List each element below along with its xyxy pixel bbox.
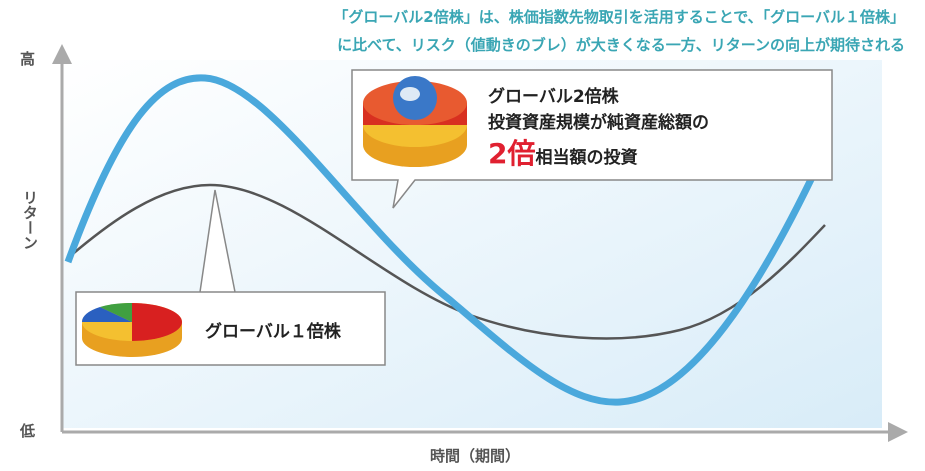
icon-2x [363, 76, 467, 167]
header-line: に比べて、リスク（値動きのブレ）が大きくなる一方、リターンの向上が期待される [337, 36, 905, 54]
curve-2x [64, 74, 829, 406]
callout-2x-box [351, 69, 833, 209]
callout-title: グローバル2倍株 [488, 87, 619, 107]
callout-text: 投資資産規模が純資産総額の [488, 113, 709, 133]
callout-title: グローバル１倍株 [205, 322, 341, 342]
y-high: 高 [20, 50, 36, 68]
y-arrow [52, 44, 72, 64]
y-low: 低 [20, 422, 36, 440]
x-label: 時間（期間） [430, 447, 521, 465]
y-label: リターン [21, 190, 39, 250]
callout-emphasis: 2倍 [488, 137, 536, 170]
callout-text-row: 2倍相当額の投資 [488, 132, 637, 172]
header-line: 「グローバル2倍株」は、株価指数先物取引を活用することで、「グローバル１倍株」 [333, 8, 905, 26]
icon-1x [81, 302, 182, 357]
x-arrow [888, 422, 908, 442]
callout-suffix: 相当額の投資 [535, 148, 638, 168]
